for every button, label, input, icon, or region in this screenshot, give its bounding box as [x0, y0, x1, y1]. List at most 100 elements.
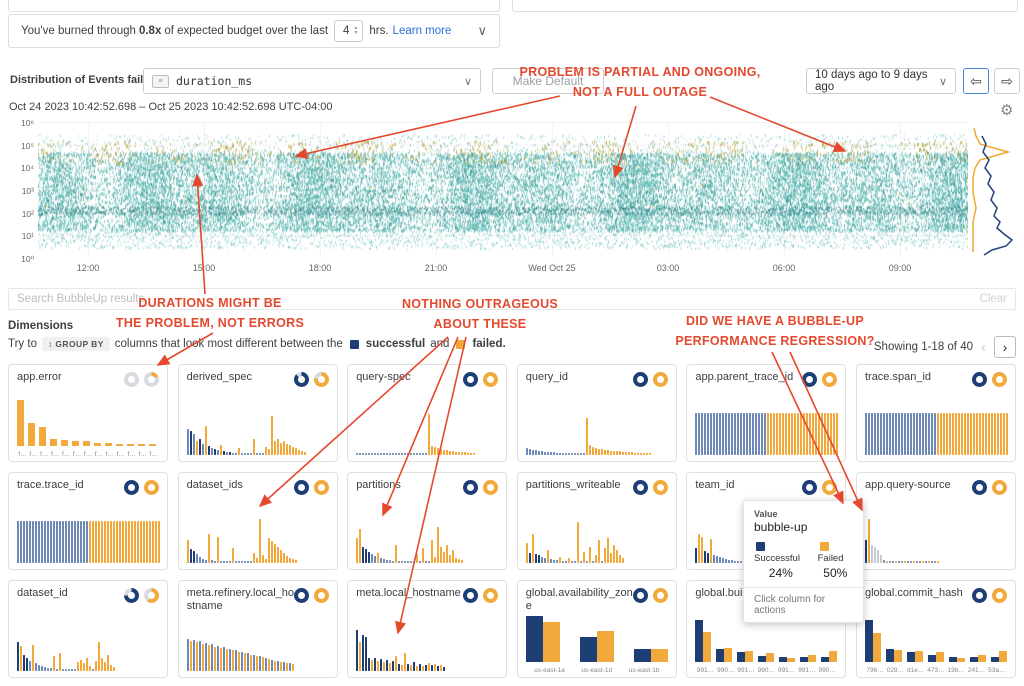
dimension-card[interactable]: dataset_ids: [177, 472, 338, 570]
column-bar[interactable]: [555, 452, 558, 455]
successful-bar[interactable]: [969, 656, 978, 662]
column-bar[interactable]: [389, 662, 392, 671]
column-bar[interactable]: [630, 452, 633, 455]
bubbleup-search-input[interactable]: Search BubbleUp results Clear: [8, 288, 1016, 310]
column-bar[interactable]: [413, 561, 416, 563]
column-bar[interactable]: [240, 651, 243, 671]
column-bar[interactable]: [107, 521, 109, 563]
column-bar[interactable]: [827, 413, 830, 455]
column-bar[interactable]: [534, 450, 537, 455]
column-bar[interactable]: [195, 553, 198, 563]
column-bar[interactable]: [383, 453, 386, 455]
successful-bar[interactable]: [800, 656, 809, 662]
column-bar[interactable]: [419, 561, 422, 563]
column-bar[interactable]: [701, 537, 704, 563]
column-bar[interactable]: [35, 521, 37, 563]
column-bar[interactable]: [228, 648, 231, 671]
column-bar[interactable]: [767, 413, 770, 455]
column-bar[interactable]: [966, 413, 969, 455]
column-bar[interactable]: [534, 553, 537, 563]
column-bar[interactable]: [773, 413, 776, 455]
column-bar[interactable]: [746, 413, 749, 455]
column-bar[interactable]: [864, 539, 867, 563]
column-bar[interactable]: [204, 642, 207, 671]
column-bar[interactable]: [981, 413, 984, 455]
column-bar[interactable]: [570, 453, 573, 455]
column-bar[interactable]: [264, 558, 267, 563]
column-bar[interactable]: [389, 560, 392, 563]
column-bar[interactable]: [434, 663, 437, 671]
successful-donut-icon[interactable]: [971, 588, 987, 603]
column-bar[interactable]: [56, 668, 58, 671]
column-bar[interactable]: [897, 413, 900, 455]
column-bar[interactable]: [525, 543, 528, 563]
column-bar[interactable]: [870, 544, 873, 563]
column-bar[interactable]: [101, 521, 103, 563]
column-bar[interactable]: [591, 446, 594, 455]
hours-stepper[interactable]: 4 ▲ ▼: [334, 20, 364, 42]
column-bar[interactable]: [365, 637, 368, 671]
column-bar[interactable]: [404, 561, 407, 563]
column-bar[interactable]: [704, 550, 707, 563]
column-bar[interactable]: [368, 658, 371, 671]
column-bar[interactable]: [725, 413, 728, 455]
column-bar[interactable]: [234, 561, 237, 563]
column-bar[interactable]: [894, 413, 897, 455]
column-bar[interactable]: [446, 544, 449, 563]
column-bar[interactable]: [467, 452, 470, 455]
column-bar[interactable]: [294, 448, 297, 455]
column-bar[interactable]: [737, 561, 740, 563]
column-bar[interactable]: [270, 541, 273, 563]
column-bar[interactable]: [609, 552, 612, 563]
column-bar[interactable]: [77, 521, 79, 563]
column-bar[interactable]: [428, 662, 431, 671]
column-bar[interactable]: [888, 413, 891, 455]
bar-pair[interactable]: [779, 656, 796, 662]
column-bar[interactable]: [713, 413, 716, 455]
column-bar[interactable]: [201, 558, 204, 563]
dimension-card[interactable]: query_id: [516, 364, 677, 462]
column-bar[interactable]: [597, 448, 600, 455]
column-bar[interactable]: [806, 413, 809, 455]
column-bar[interactable]: [38, 521, 40, 563]
column-bar[interactable]: [573, 453, 576, 455]
column-bar[interactable]: [255, 453, 258, 455]
column-bar[interactable]: [731, 560, 734, 563]
column-bar[interactable]: [32, 645, 34, 671]
column-bar[interactable]: [231, 650, 234, 671]
column-bar[interactable]: [885, 560, 888, 563]
column-bar[interactable]: [416, 665, 419, 671]
column-bar[interactable]: [240, 453, 243, 455]
column-bar[interactable]: [140, 521, 142, 563]
column-bar[interactable]: [818, 413, 821, 455]
failed-donut-icon[interactable]: [652, 588, 668, 603]
column-bar[interactable]: [89, 521, 91, 563]
column-bar[interactable]: [138, 444, 145, 446]
column-bar[interactable]: [812, 413, 815, 455]
failed-bar[interactable]: [703, 632, 712, 662]
column-bar[interactable]: [990, 413, 993, 455]
column-bar[interactable]: [891, 413, 894, 455]
column-bar[interactable]: [410, 561, 413, 563]
failed-donut-icon[interactable]: [991, 372, 1007, 387]
make-default-button[interactable]: Make Default: [492, 68, 604, 94]
column-bar[interactable]: [867, 518, 870, 563]
column-bar[interactable]: [803, 413, 806, 455]
column-bar[interactable]: [912, 413, 915, 455]
column-bar[interactable]: [383, 558, 386, 563]
column-bar[interactable]: [582, 453, 585, 455]
column-bar[interactable]: [930, 413, 933, 455]
column-bar[interactable]: [603, 449, 606, 455]
column-bar[interactable]: [359, 529, 362, 563]
column-bar[interactable]: [906, 561, 909, 563]
failed-donut-icon[interactable]: [313, 480, 329, 495]
column-bar[interactable]: [999, 413, 1002, 455]
column-bar[interactable]: [449, 555, 452, 563]
column-bar[interactable]: [549, 558, 552, 563]
column-bar[interactable]: [246, 561, 249, 563]
column-bar[interactable]: [92, 521, 94, 563]
column-bar[interactable]: [606, 450, 609, 455]
column-bar[interactable]: [28, 423, 35, 446]
failed-bar[interactable]: [596, 631, 614, 662]
column-bar[interactable]: [903, 561, 906, 563]
